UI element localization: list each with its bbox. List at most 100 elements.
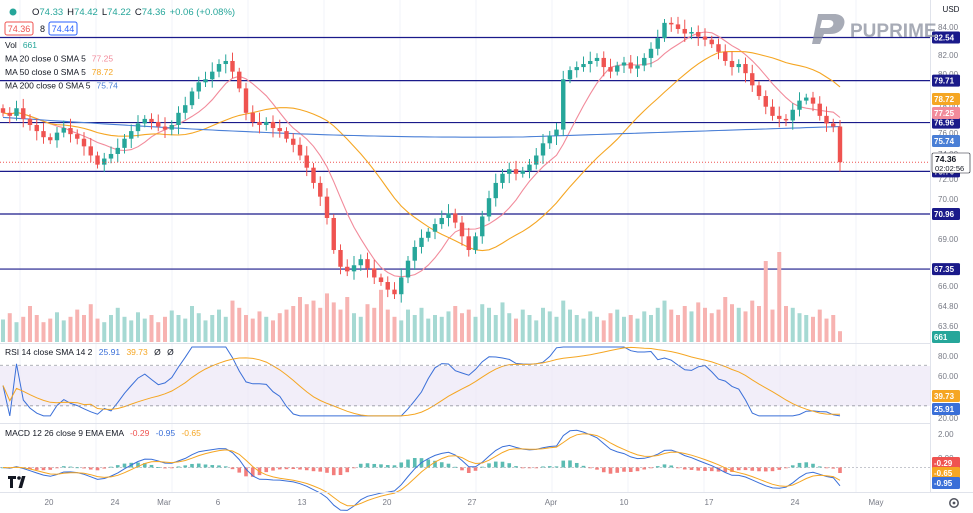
ask-box[interactable]: 74.44: [48, 21, 78, 36]
candle[interactable]: [419, 229, 424, 254]
candle[interactable]: [372, 259, 377, 285]
candle[interactable]: [642, 53, 647, 72]
candle[interactable]: [250, 105, 255, 127]
candle[interactable]: [662, 19, 667, 42]
candle[interactable]: [324, 188, 330, 225]
candle[interactable]: [588, 51, 593, 73]
candle[interactable]: [149, 113, 154, 130]
rsi-legend[interactable]: RSI 14 close SMA 14 2 25.91 39.73 Ø Ø: [5, 347, 174, 357]
candle[interactable]: [682, 19, 687, 42]
candle[interactable]: [810, 91, 816, 112]
candle[interactable]: [520, 166, 525, 178]
candle[interactable]: [689, 27, 694, 40]
candle[interactable]: [561, 70, 566, 137]
candle[interactable]: [392, 282, 397, 299]
macd-signal-line[interactable]: [2, 433, 841, 507]
candle[interactable]: [540, 133, 546, 164]
candle[interactable]: [365, 252, 370, 278]
macd-legend[interactable]: MACD 12 26 close 9 EMA EMA -0.29 -0.95 -…: [5, 428, 201, 438]
candle[interactable]: [790, 103, 795, 130]
ma-value-tag[interactable]: 75.74: [932, 135, 960, 147]
candle[interactable]: [7, 107, 12, 124]
time-tick[interactable]: 6: [216, 498, 221, 507]
candle[interactable]: [770, 99, 775, 121]
bid-box[interactable]: 74.36: [4, 21, 34, 36]
level-tag[interactable]: 82.54: [932, 31, 960, 44]
candle[interactable]: [351, 255, 357, 280]
tradingview-logo-icon[interactable]: [8, 476, 26, 488]
candle[interactable]: [68, 118, 73, 143]
level-tag[interactable]: 67.35: [932, 263, 960, 276]
candle[interactable]: [405, 255, 411, 284]
time-tick[interactable]: 24: [111, 498, 120, 507]
candle[interactable]: [284, 127, 289, 143]
candle[interactable]: [61, 120, 66, 138]
candle[interactable]: [223, 54, 228, 74]
candle[interactable]: [783, 114, 789, 127]
ma200-line[interactable]: [2, 116, 841, 138]
candle[interactable]: [412, 240, 417, 270]
candle[interactable]: [756, 81, 762, 100]
candle[interactable]: [594, 53, 600, 67]
time-tick[interactable]: 17: [705, 498, 714, 507]
candle[interactable]: [0, 104, 6, 117]
candle[interactable]: [176, 106, 181, 135]
candle[interactable]: [331, 214, 336, 254]
currency-label[interactable]: USD: [943, 5, 960, 14]
volume-tag[interactable]: 661: [932, 331, 960, 343]
candle[interactable]: [142, 115, 147, 128]
ma-value-tag[interactable]: 77.25: [932, 107, 960, 119]
candle[interactable]: [203, 71, 208, 88]
macd-value-tag[interactable]: -0.65: [932, 467, 960, 479]
candle[interactable]: [608, 58, 613, 79]
candle[interactable]: [318, 176, 323, 206]
candle[interactable]: [88, 137, 93, 163]
macd-value-tag[interactable]: -0.29: [932, 457, 960, 469]
legend-line[interactable]: MA 50 close 0 SMA 5 78.72: [5, 67, 113, 77]
candle[interactable]: [270, 115, 276, 138]
candle[interactable]: [628, 55, 633, 74]
candle[interactable]: [399, 268, 404, 303]
legend-line[interactable]: Vol 661: [5, 40, 37, 50]
candle[interactable]: [675, 16, 681, 34]
rsi-sma-line[interactable]: [2, 346, 840, 417]
time-tick[interactable]: 20: [383, 498, 392, 507]
rsi-value-tag[interactable]: 25.91: [932, 403, 960, 415]
candle[interactable]: [34, 118, 39, 141]
candle[interactable]: [277, 119, 282, 138]
candle[interactable]: [466, 227, 471, 257]
candle[interactable]: [729, 51, 735, 76]
candle[interactable]: [439, 210, 444, 229]
candle[interactable]: [547, 130, 552, 149]
ma50-line[interactable]: [2, 50, 841, 252]
candle[interactable]: [95, 151, 100, 169]
candle[interactable]: [750, 64, 755, 92]
candle[interactable]: [21, 98, 26, 128]
candle[interactable]: [183, 96, 188, 120]
candle[interactable]: [432, 218, 438, 240]
rsi-line[interactable]: [2, 346, 841, 417]
candle[interactable]: [763, 90, 768, 115]
time-tick[interactable]: 24: [791, 498, 800, 507]
legend-line[interactable]: MA 20 close 0 SMA 5 77.25: [5, 54, 113, 64]
candle[interactable]: [291, 133, 296, 153]
candle[interactable]: [716, 38, 721, 60]
candle[interactable]: [601, 51, 606, 77]
candle[interactable]: [230, 52, 235, 79]
candle[interactable]: [264, 117, 269, 131]
candle[interactable]: [345, 259, 350, 277]
candle[interactable]: [446, 204, 451, 227]
candle[interactable]: [81, 132, 87, 156]
ma-value-tag[interactable]: 78.72: [932, 93, 960, 105]
candle[interactable]: [567, 66, 573, 84]
candle[interactable]: [655, 29, 660, 56]
candle[interactable]: [743, 57, 748, 83]
candle[interactable]: [669, 17, 674, 32]
candle[interactable]: [459, 216, 465, 246]
candle[interactable]: [237, 67, 242, 93]
time-tick[interactable]: 20: [45, 498, 54, 507]
candle[interactable]: [473, 232, 478, 254]
candle[interactable]: [162, 117, 168, 138]
